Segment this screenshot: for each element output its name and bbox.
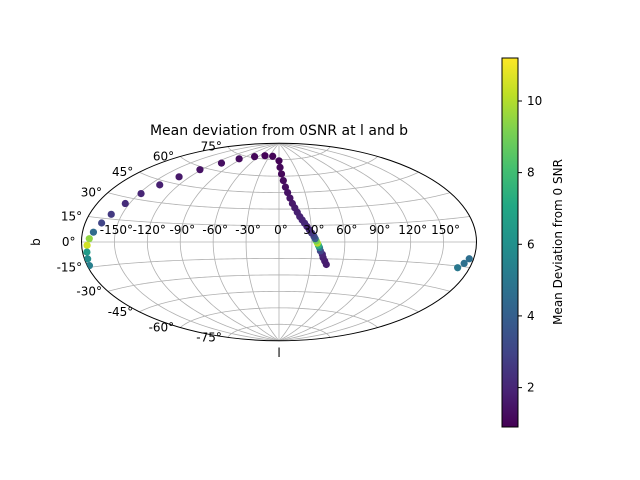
- data-point: [261, 152, 269, 160]
- y-tick-label: 60°: [153, 150, 174, 164]
- data-point: [465, 255, 473, 263]
- colorbar: 2 4 6 8 10 Mean Deviation from 0 SNR: [501, 57, 565, 428]
- colorbar-tick-label: 2: [527, 381, 535, 395]
- y-tick-label: -30°: [76, 284, 102, 298]
- data-point: [279, 176, 287, 185]
- x-tick-label: 120°: [398, 223, 427, 237]
- parallel-line: [107, 274, 451, 292]
- y-tick-label: 45°: [112, 165, 133, 179]
- data-point: [276, 163, 284, 171]
- y-tick-label: 0°: [62, 235, 76, 249]
- colorbar-tick-label: 6: [527, 237, 535, 251]
- data-point: [121, 199, 129, 208]
- x-tick-label: 30°: [303, 223, 324, 237]
- colorbar-tick-label: 8: [527, 166, 535, 180]
- x-tick-label: -150°: [100, 223, 133, 237]
- data-point: [175, 173, 183, 181]
- x-tick-label: 150°: [431, 223, 460, 237]
- latitude-tick-labels: -75° -60° -45° -30° -15° 0° 15° 30° 45° 60° 75°: [57, 140, 222, 345]
- plot-boundary: [81, 142, 477, 342]
- y-tick-label: 15°: [61, 209, 82, 223]
- chart-title: Mean deviation from 0SNR at l and b: [150, 123, 408, 139]
- colorbar-tick-label: 10: [527, 94, 542, 108]
- y-tick-label: -15°: [57, 261, 83, 275]
- x-tick-label: 90°: [369, 223, 390, 237]
- scatter-points: [83, 152, 473, 272]
- data-point: [454, 264, 462, 272]
- x-tick-label: -90°: [169, 223, 195, 237]
- data-point: [288, 199, 296, 208]
- data-point: [84, 255, 92, 263]
- data-point: [250, 153, 259, 161]
- y-tick-label: 75°: [201, 140, 222, 154]
- data-point: [284, 188, 292, 197]
- colorbar-tick-label: 4: [527, 309, 535, 323]
- y-axis-label: b: [29, 238, 43, 246]
- data-point: [277, 170, 286, 178]
- data-point: [89, 228, 98, 236]
- parallel-line: [107, 192, 451, 210]
- colorbar-label: Mean Deviation from 0 SNR: [551, 159, 565, 325]
- data-point: [281, 183, 290, 191]
- parallel-line: [88, 216, 470, 226]
- data-point: [98, 219, 106, 227]
- parallel-line: [139, 290, 419, 313]
- data-point: [83, 241, 91, 249]
- y-tick-label: -45°: [108, 305, 134, 319]
- y-tick-label: -75°: [196, 330, 222, 344]
- x-axis-label: l: [277, 346, 280, 360]
- parallel-line: [88, 258, 470, 268]
- data-point: [196, 166, 204, 174]
- x-tick-label: -120°: [133, 223, 166, 237]
- data-point: [107, 210, 115, 218]
- x-tick-label: 60°: [336, 223, 357, 237]
- longitude-tick-labels: -150° -120° -90° -60° -30° 0° 30° 60° 90° 120° 150…: [100, 223, 460, 237]
- colorbar-ticks: 2 4 6 8 10: [518, 94, 542, 395]
- x-tick-label: -60°: [202, 223, 228, 237]
- data-point: [235, 155, 243, 163]
- data-point: [269, 152, 277, 160]
- x-tick-label: -30°: [235, 223, 261, 237]
- y-tick-label: 30°: [81, 186, 102, 200]
- y-tick-label: -60°: [149, 321, 175, 335]
- data-point: [460, 259, 468, 268]
- data-point: [83, 248, 91, 256]
- data-point: [217, 159, 226, 167]
- x-tick-label: 0°: [274, 223, 288, 237]
- colorbar-gradient: [501, 57, 519, 428]
- data-point: [85, 235, 93, 243]
- data-point: [286, 194, 294, 202]
- parallel-line: [139, 171, 419, 194]
- parallel-line: [227, 323, 331, 338]
- grid-lines: [81, 142, 477, 342]
- data-point: [137, 190, 145, 198]
- data-point: [156, 181, 164, 189]
- data-point: [275, 157, 283, 165]
- parallel-line: [179, 307, 379, 328]
